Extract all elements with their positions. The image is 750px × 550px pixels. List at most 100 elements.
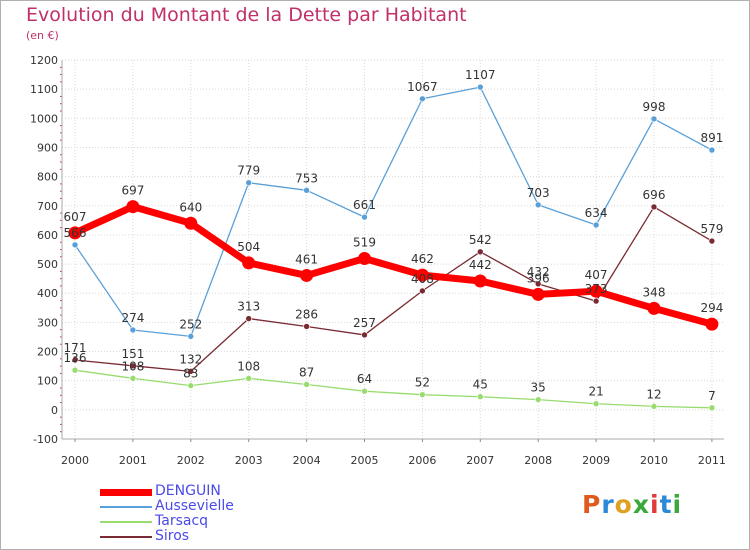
data-point-tarsacq [71, 366, 79, 374]
data-point-denguin [589, 284, 603, 298]
series-line-denguin [71, 203, 716, 328]
data-label-tarsacq: 7 [708, 389, 716, 403]
data-point-aussevielle [303, 187, 310, 194]
x-tick-label: 2010 [640, 454, 668, 467]
data-point-tarsacq [245, 375, 252, 382]
data-label-siros: 313 [237, 300, 260, 314]
y-tick-label: 200 [37, 346, 58, 359]
data-label-denguin: 396 [527, 271, 550, 285]
data-point-tarsacq [419, 391, 426, 398]
legend-swatch [100, 536, 152, 538]
data-point-siros [708, 237, 716, 245]
data-point-aussevielle [245, 179, 252, 187]
x-tick-label: 2005 [351, 454, 379, 467]
data-point-aussevielle [187, 333, 195, 340]
data-point-siros [419, 287, 426, 295]
data-point-denguin [126, 200, 140, 214]
data-point-tarsacq [476, 393, 484, 401]
data-label-tarsacq: 21 [588, 385, 603, 399]
y-tick-label: 900 [37, 141, 58, 154]
x-tick-label: 2001 [119, 454, 147, 467]
y-tick-label: 700 [37, 200, 58, 213]
data-label-aussevielle: 274 [121, 311, 144, 325]
data-point-denguin [705, 317, 719, 331]
data-point-siros [303, 323, 310, 330]
y-tick-label: 600 [37, 229, 58, 242]
data-point-denguin [68, 226, 82, 240]
legend-label: Aussevielle [155, 498, 234, 514]
legend-label: Tarsacq [155, 513, 209, 529]
data-label-denguin: 407 [585, 268, 608, 282]
data-label-denguin: 442 [469, 258, 492, 272]
data-label-aussevielle: 661 [353, 198, 376, 212]
data-point-denguin [415, 268, 429, 282]
logo-letter: i [650, 490, 660, 519]
data-label-siros: 171 [64, 341, 87, 355]
data-label-denguin: 519 [353, 236, 376, 250]
data-label-aussevielle: 891 [700, 131, 723, 145]
y-tick-label: 1200 [30, 54, 58, 67]
data-point-tarsacq [534, 396, 542, 403]
data-point-denguin [184, 216, 198, 230]
logo-letter: t [659, 490, 673, 519]
data-label-tarsacq: 64 [357, 372, 372, 386]
x-tick-label: 2004 [293, 454, 321, 467]
series-line-tarsacq [74, 369, 713, 409]
data-label-siros: 432 [527, 265, 550, 279]
y-tick-label: 500 [37, 258, 58, 271]
data-label-siros: 373 [585, 282, 608, 296]
data-label-aussevielle: 634 [585, 206, 608, 220]
logo-letter: x [632, 490, 650, 519]
data-label-denguin: 504 [237, 240, 260, 254]
data-label-siros: 257 [353, 316, 376, 330]
data-label-tarsacq: 108 [237, 359, 260, 373]
axes: -100 0 100 200 300 400 500 600 700 800 900 1000 1100… [30, 54, 726, 467]
data-point-aussevielle [71, 241, 79, 249]
data-label-tarsacq: 12 [646, 387, 661, 401]
logo-letter: i [672, 490, 683, 519]
data-label-tarsacq: 136 [64, 351, 87, 365]
series-line-siros [74, 206, 713, 373]
y-tick-label: -100 [33, 433, 58, 446]
data-point-denguin [647, 301, 661, 315]
x-tick-label: 2003 [235, 454, 263, 467]
data-label-siros: 132 [179, 352, 202, 366]
y-tick-label: 400 [37, 287, 58, 300]
data-point-siros [650, 203, 658, 211]
data-point-aussevielle [592, 221, 600, 229]
data-label-denguin: 697 [121, 184, 144, 198]
x-tick-label: 2009 [582, 454, 610, 467]
data-label-denguin: 294 [700, 301, 723, 315]
data-label-siros: 696 [643, 188, 666, 202]
data-label-siros: 542 [469, 233, 492, 247]
data-label-tarsacq: 83 [183, 367, 198, 381]
data-point-denguin [300, 268, 314, 282]
data-point-siros [534, 280, 542, 288]
data-point-tarsacq [592, 400, 600, 408]
data-label-denguin: 640 [179, 200, 202, 214]
proxiti-logo: Proxiti [582, 490, 682, 519]
legend-label: DENGUIN [155, 483, 221, 499]
data-label-tarsacq: 108 [121, 359, 144, 373]
data-point-siros [245, 315, 252, 322]
logo-letter: o [614, 490, 633, 519]
data-point-aussevielle [476, 83, 484, 91]
data-label-aussevielle: 779 [237, 164, 260, 178]
data-point-aussevielle [419, 95, 426, 103]
legend-item-siros: Siros [100, 528, 320, 544]
legend-label: Siros [155, 528, 190, 544]
data-point-siros [476, 248, 484, 256]
data-label-denguin: 462 [411, 252, 434, 266]
y-tick-label: 100 [37, 375, 58, 388]
logo-letter: r [601, 490, 615, 519]
data-point-tarsacq [650, 403, 658, 410]
data-point-denguin [473, 274, 487, 288]
legend-swatch [100, 506, 152, 508]
data-point-tarsacq [303, 381, 310, 388]
data-point-aussevielle [361, 213, 368, 221]
data-label-aussevielle: 1067 [407, 80, 438, 94]
data-labels: 607 697 640 504 461 519 462 442 396 407 348 294 566 2… [64, 68, 724, 403]
x-tick-label: 2002 [177, 454, 205, 467]
legend: DENGUIN Aussevielle Tarsacq Siros [100, 483, 320, 544]
